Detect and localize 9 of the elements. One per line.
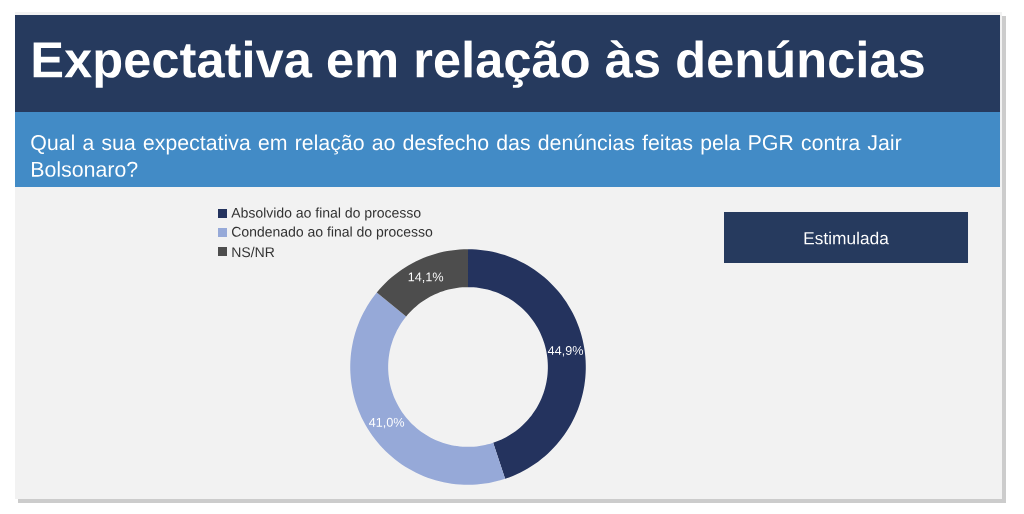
chart-subtitle: Qual a sua expectativa em relação ao desfecho das denúncias feitas pela PGR contra Jair Bolsonaro? <box>31 134 902 177</box>
data-label: 44,9% <box>547 346 584 357</box>
legend-label: Absolvido ao final do processo <box>231 207 421 221</box>
data-label: 14,1% <box>408 272 444 283</box>
chart-title: Expectativa em relação às denúncias <box>33 40 924 88</box>
legend-label: NS/NR <box>232 246 275 258</box>
legend-label: Condenado ao final do processo <box>231 226 433 240</box>
data-label: 41,0% <box>368 417 405 429</box>
text: Estimulada <box>804 231 889 245</box>
